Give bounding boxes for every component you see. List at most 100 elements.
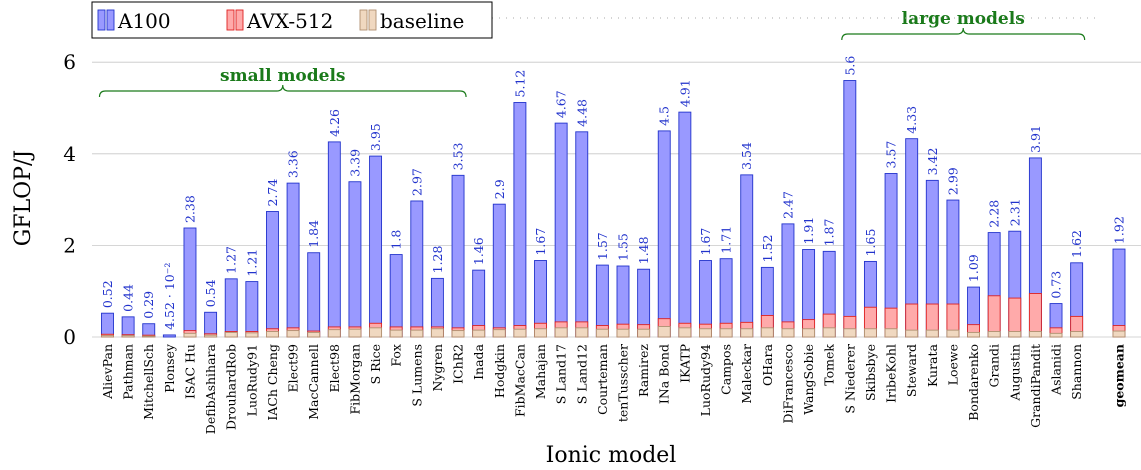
- bar-baseline: [534, 328, 547, 338]
- legend-label-baseline: baseline: [380, 9, 464, 33]
- data-label: 1.55: [616, 233, 631, 261]
- bar-baseline: [101, 335, 114, 338]
- data-label: 4.91: [677, 79, 692, 107]
- data-label: 1.8: [389, 230, 404, 250]
- y-ticks: 0 2 4 6: [63, 50, 76, 349]
- category-label: MacCannell: [306, 344, 321, 420]
- category-label: Ramirez: [636, 344, 651, 397]
- category-label: Kurata: [925, 343, 940, 387]
- bar-baseline: [595, 328, 609, 338]
- bar-a100: [843, 80, 857, 338]
- category-label: DefibAshihara: [203, 343, 218, 434]
- legend-box: [91, 1, 493, 39]
- data-label: 1.57: [595, 232, 610, 260]
- legend-swatch-baseline: [359, 9, 368, 31]
- data-label: 4.33: [904, 106, 919, 134]
- bar-a100: [162, 334, 176, 338]
- bar-baseline: [410, 329, 424, 338]
- legend-swatch-a100: [97, 9, 106, 31]
- bar-a100: [266, 211, 279, 338]
- bar-a100: [204, 311, 218, 338]
- category-label: Loewe: [945, 344, 960, 385]
- legend-label-a100: A100: [117, 9, 171, 33]
- bar-a100: [286, 182, 300, 338]
- bar-baseline: [1008, 331, 1022, 338]
- annotation-label: small models: [220, 66, 345, 86]
- bar-a100: [451, 174, 465, 338]
- bar-baseline: [204, 334, 218, 338]
- data-label: 2.97: [409, 168, 424, 196]
- category-label: Bondarenko: [966, 344, 981, 421]
- category-label: IKATP: [677, 344, 692, 383]
- data-label: 2.99: [945, 167, 960, 195]
- bar-avx-512: [987, 295, 1001, 338]
- y-tick-label: 2: [63, 233, 76, 257]
- category-label: IACh Cheng: [265, 344, 280, 421]
- data-label: 5.6: [842, 56, 857, 76]
- bar-baseline: [719, 328, 733, 338]
- bar-baseline: [472, 329, 486, 338]
- data-label: 0.54: [203, 279, 218, 307]
- data-label: 0.52: [100, 280, 115, 308]
- bar-a100: [327, 141, 341, 338]
- bar-baseline: [430, 328, 444, 338]
- bar-baseline: [492, 329, 506, 338]
- bar-baseline: [1049, 332, 1063, 338]
- data-label: 3.36: [286, 150, 301, 178]
- data-label: 2.31: [1007, 198, 1022, 226]
- bar-baseline: [637, 328, 651, 338]
- category-label: LuoRudy91: [244, 344, 259, 416]
- bar-baseline: [142, 335, 156, 338]
- data-label: 5.12: [512, 70, 527, 98]
- data-label: 4.26: [327, 109, 342, 137]
- data-label: 1.52: [760, 235, 775, 263]
- data-label: 1.62: [1069, 230, 1084, 258]
- bar-baseline: [781, 328, 795, 338]
- bar-baseline: [905, 329, 919, 338]
- data-label: 1.92: [1112, 216, 1127, 244]
- category-label: Maleckar: [739, 344, 754, 404]
- legend-swatch-baseline: [368, 9, 377, 31]
- data-label: 3.54: [739, 142, 754, 170]
- category-label: S Land12: [574, 344, 589, 404]
- data-label: 1.48: [636, 236, 651, 264]
- category-label: ISAC Hu: [182, 344, 197, 399]
- category-label: Skibsbye: [863, 344, 878, 401]
- category-label: DrouhardRob: [224, 344, 239, 430]
- bar-a100: [575, 131, 589, 338]
- category-label: Augustin: [1007, 344, 1022, 402]
- data-label: 2.9: [492, 179, 507, 199]
- data-label: 4.52 · 10⁻²: [162, 263, 177, 330]
- bar-a100: [307, 252, 321, 338]
- category-label: Campos: [719, 344, 734, 395]
- bar-baseline: [348, 328, 362, 338]
- bar-baseline: [946, 329, 960, 338]
- bar-baseline: [925, 329, 939, 338]
- category-label: FibMorgan: [347, 344, 362, 414]
- data-label: 4.67: [554, 90, 569, 118]
- bar-a100: [492, 203, 506, 338]
- bar-a100: [224, 278, 238, 338]
- annotation-brace: [98, 84, 467, 98]
- category-label: LuoRudy94: [698, 344, 713, 416]
- bar-baseline: [699, 328, 712, 338]
- data-label: 1.65: [863, 229, 878, 257]
- category-label: S Lumens: [409, 344, 424, 407]
- category-label: Mahajan: [533, 344, 548, 399]
- bar-baseline: [740, 328, 754, 338]
- data-label: 1.21: [244, 249, 259, 277]
- x-axis-title: Ionic model: [546, 443, 677, 468]
- data-label: 3.39: [347, 149, 362, 177]
- data-label: 0.29: [141, 291, 156, 319]
- category-label: Nygren: [430, 344, 445, 391]
- legend: A100 AVX-512 baseline: [91, 1, 493, 39]
- category-label: geomean: [1112, 344, 1127, 407]
- data-label: 1.67: [533, 228, 548, 256]
- bar-a100: [1112, 248, 1126, 338]
- category-label: DiFrancesco: [780, 344, 795, 424]
- bar-a100: [348, 181, 362, 338]
- data-label: 1.67: [698, 228, 713, 256]
- bar-baseline: [967, 331, 980, 338]
- bar-baseline: [183, 332, 197, 338]
- data-label: 1.87: [822, 218, 837, 246]
